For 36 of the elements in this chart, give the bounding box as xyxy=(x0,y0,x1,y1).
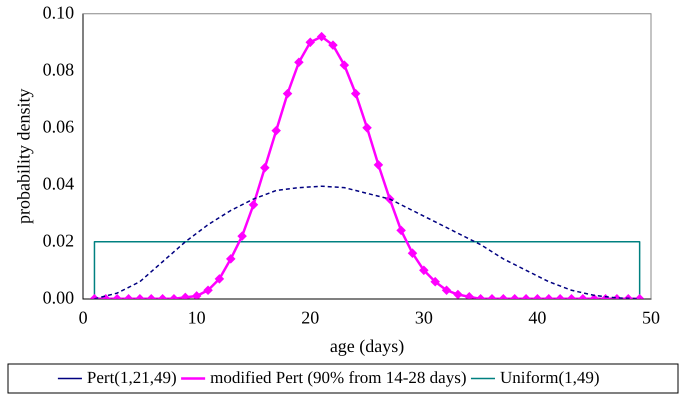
point xyxy=(396,226,406,235)
point xyxy=(226,254,236,264)
point xyxy=(351,89,360,98)
point xyxy=(317,32,326,41)
y-tick-label: 0.04 xyxy=(42,174,74,194)
legend-label: Pert(1,21,49) xyxy=(86,368,177,387)
y-tick-label: 0.02 xyxy=(42,230,74,251)
point xyxy=(328,40,338,50)
x-tick-label: 10 xyxy=(188,307,206,328)
point xyxy=(260,163,270,172)
x-tick-label: 50 xyxy=(642,307,660,328)
point xyxy=(340,60,349,70)
point xyxy=(430,277,440,286)
point xyxy=(362,124,372,132)
point xyxy=(294,58,304,66)
x-tick-label: 20 xyxy=(301,307,320,328)
y-tick-label: 0.10 xyxy=(42,2,74,23)
y-tick-label: 0.00 xyxy=(42,288,74,308)
point xyxy=(192,292,201,299)
point xyxy=(465,292,474,299)
y-axis-title: probability density xyxy=(14,88,34,224)
y-tick-label: 0.08 xyxy=(42,60,74,80)
point xyxy=(249,200,258,209)
legend-label: modified Pert (90% from 14-28 days) xyxy=(210,368,466,387)
point xyxy=(238,232,246,240)
point xyxy=(408,248,417,258)
point xyxy=(306,38,315,47)
x-tick-label: 30 xyxy=(414,307,433,328)
x-tick-label: 0 xyxy=(78,307,88,328)
x-tick-label: 40 xyxy=(528,307,546,328)
point xyxy=(374,160,383,170)
x-axis-title: age (days) xyxy=(330,336,404,356)
legend-label: Uniform(1,49) xyxy=(500,368,600,387)
point xyxy=(272,126,280,135)
point xyxy=(283,89,292,98)
y-tick-label: 0.06 xyxy=(42,116,74,137)
